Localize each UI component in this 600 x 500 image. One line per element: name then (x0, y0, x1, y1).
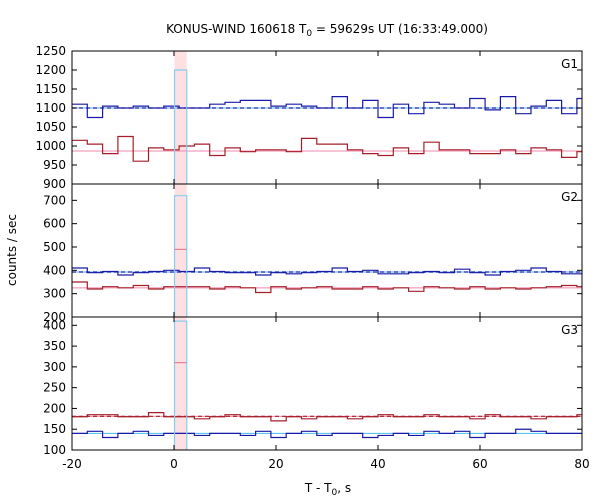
panel-g1: 900 950 1000 1050 1100 1150 1200 1250 G1 (35, 44, 583, 191)
y-tick-label: 400 (43, 318, 66, 332)
burst-bar (173, 69, 188, 184)
y-tick-label: 100 (43, 443, 66, 457)
x-tick-label: 80 (574, 457, 589, 471)
series-red-g2 (72, 281, 582, 294)
y-tick-label: 1200 (35, 63, 66, 77)
y-tick-label: 400 (43, 263, 66, 277)
chart-panels: 900950100010501100115012001250G120030040… (35, 44, 589, 471)
panel-label-g3: G3 (561, 323, 578, 337)
y-tick-label: 1000 (35, 139, 66, 153)
y-axis-title: counts / sec (5, 214, 19, 286)
y-tick-label: 600 (43, 217, 66, 231)
series-blue-g1 (72, 96, 582, 119)
y-tick-label: 1150 (35, 82, 66, 96)
x-axis-title-main: T - T (304, 481, 332, 495)
panel-frame (71, 183, 583, 318)
burst-interval-band (174, 51, 187, 184)
x-tick-label: 60 (472, 457, 487, 471)
y-tick-label: 150 (43, 422, 66, 436)
burst-interval-band (174, 317, 187, 450)
series-blue-g3 (72, 428, 582, 439)
y-tick-label: 500 (43, 240, 66, 254)
panel-g2: 200 300 400 500 600 700 G2 (43, 183, 583, 324)
x-axis-title-subscript: 0 (332, 488, 338, 498)
y-tick-label: 1050 (35, 120, 66, 134)
burst-bar (173, 320, 188, 450)
x-axis-title: T - T0, s (304, 481, 351, 498)
y-tick-label: 700 (43, 193, 66, 207)
panel-frame (71, 316, 583, 451)
y-tick-label: 900 (43, 177, 66, 191)
burst-bar (173, 195, 188, 317)
panel-g3: 100 150 200 250 300 350 400 -20 0 20 40 60 80 G3 (43, 316, 590, 471)
y-tick-label: 250 (43, 381, 66, 395)
y-tick-label: 300 (43, 287, 66, 301)
y-tick-label: 350 (43, 339, 66, 353)
x-tick-label: 40 (370, 457, 385, 471)
panel-label-g1: G1 (561, 57, 578, 71)
y-tick-label: 300 (43, 360, 66, 374)
series-red-g1 (72, 135, 582, 162)
x-axis-title-rest: , s (337, 481, 351, 495)
series-blue-g2 (72, 267, 582, 276)
x-tick-label: 0 (170, 457, 178, 471)
x-tick-label: -20 (62, 457, 82, 471)
chart-title: KONUS-WIND 160618 T0 = 59629s UT (16:33:… (166, 22, 488, 39)
panel-label-g2: G2 (561, 190, 578, 204)
y-tick-label: 1100 (35, 101, 66, 115)
y-tick-label: 950 (43, 158, 66, 172)
chart-title-subscript: 0 (306, 29, 312, 39)
y-tick-label: 200 (43, 310, 66, 324)
y-tick-label: 200 (43, 401, 66, 415)
panel-frame (71, 50, 583, 185)
chart-title-rest: = 59629s UT (16:33:49.000) (312, 22, 488, 36)
series-red-g3 (72, 411, 582, 422)
y-tick-label: 1250 (35, 44, 66, 58)
burst-interval-band (174, 184, 187, 317)
chart-title-main: KONUS-WIND 160618 T (166, 22, 307, 36)
x-tick-label: 20 (268, 457, 283, 471)
